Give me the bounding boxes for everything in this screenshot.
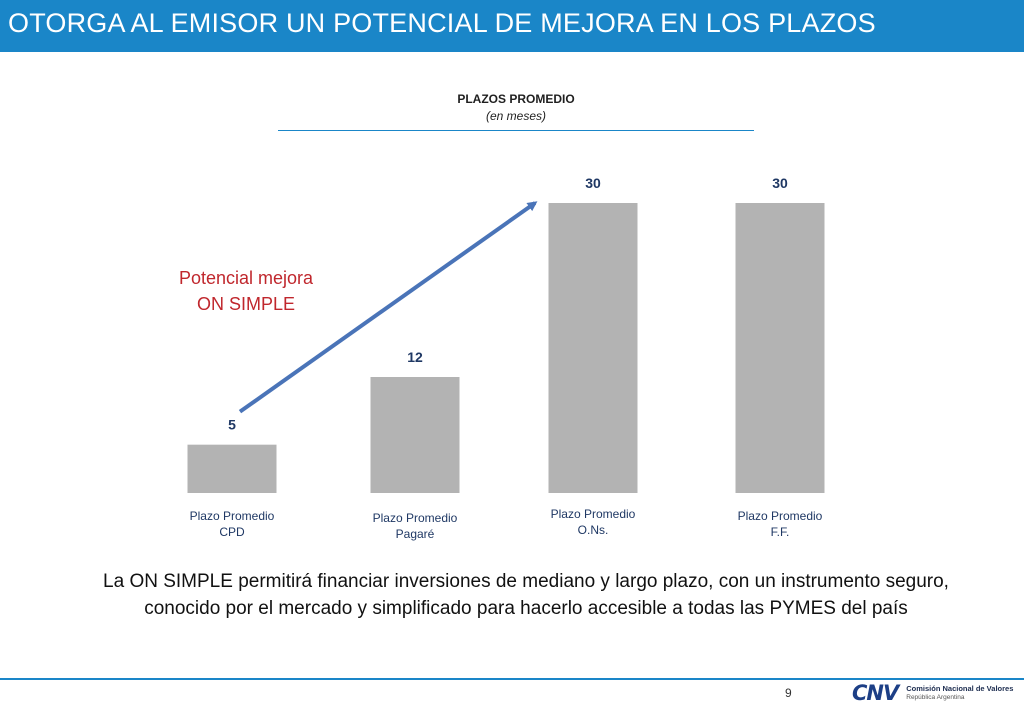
category-label-0-1: CPD [219, 525, 245, 539]
slide-title: OTORGA AL EMISOR UN POTENCIAL DE MEJORA … [8, 8, 876, 38]
title-bar: OTORGA AL EMISOR UN POTENCIAL DE MEJORA … [0, 0, 1024, 52]
category-label-2-1: O.Ns. [578, 523, 609, 537]
logo-line-1: Comisión Nacional de Valores [906, 684, 1014, 693]
data-label-3: 30 [772, 175, 788, 191]
data-label-2: 30 [585, 175, 601, 191]
callout-text: Potencial mejora ON SIMPLE [140, 265, 352, 317]
bar-chart: 5 Plazo Promedio CPD 12 Plazo Promedio Pagaré… [187, 175, 825, 541]
cnv-logo: CNV Comisión Nacional de Valores Repúbli… [852, 681, 1013, 705]
category-label-0-0: Plazo Promedio [190, 509, 275, 523]
footer-rule [0, 678, 1024, 680]
callout-line-1: Potencial mejora [178, 268, 314, 288]
category-label-1-1: Pagaré [396, 527, 435, 541]
chart-subtitle: (en meses) [485, 109, 547, 123]
cnv-logo-mark: CNV [852, 681, 899, 705]
cnv-logo-text: Comisión Nacional de Valores República A… [906, 684, 1013, 702]
footer-text: La ON SIMPLE permitirá financiar inversi… [103, 571, 949, 619]
bar-0 [187, 444, 277, 493]
bar-1 [370, 377, 460, 493]
bar-2 [548, 203, 638, 493]
improvement-arrow [238, 201, 538, 414]
bar-3 [735, 203, 825, 493]
logo-line-2: República Argentina [906, 694, 965, 701]
page-number: 9 [785, 686, 792, 700]
category-label-3-1: F.F. [771, 525, 790, 539]
chart-heading-rule [278, 130, 754, 131]
data-label-1: 12 [407, 349, 423, 365]
category-label-2-0: Plazo Promedio [551, 507, 636, 521]
data-label-0: 5 [228, 417, 236, 433]
category-label-3-0: Plazo Promedio [738, 509, 823, 523]
category-label-1-0: Plazo Promedio [373, 511, 458, 525]
callout-line-2: ON SIMPLE [196, 294, 296, 314]
chart-title: PLAZOS PROMEDIO [457, 92, 575, 106]
